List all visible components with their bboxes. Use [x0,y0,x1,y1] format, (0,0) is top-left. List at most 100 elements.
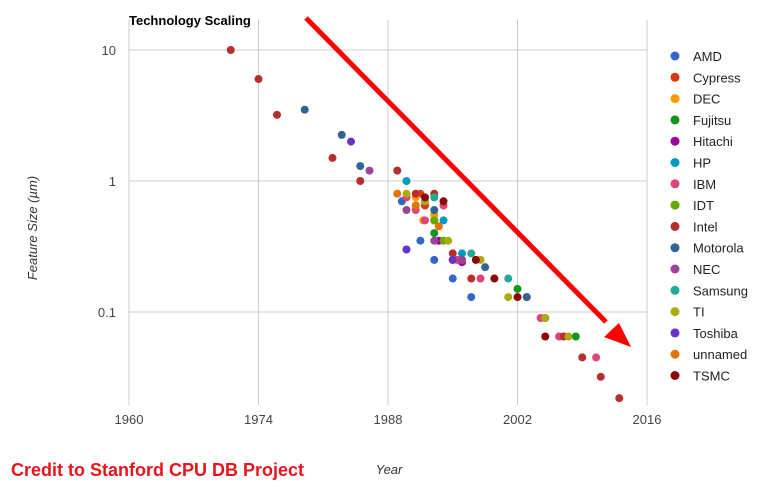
data-point-samsung [504,274,513,283]
legend-marker [670,264,680,274]
legend-marker [670,200,680,210]
trend-arrow [304,16,631,347]
legend-marker [670,349,680,359]
data-point-intel [328,153,337,162]
legend-marker [670,243,680,253]
data-point-motorola [481,263,490,272]
data-point-intel [615,394,624,403]
data-point-intel [393,166,402,175]
legend-label: HP [693,156,711,171]
chart-title: Technology Scaling [129,13,251,28]
legend-label: TSMC [693,369,730,384]
legend-marker [670,221,680,231]
legend-label: Fujitsu [693,113,731,128]
x-tick-label: 2002 [503,412,532,427]
legend-label: Toshiba [693,326,739,341]
legend-label: AMD [693,49,722,64]
legend-label: Motorola [693,241,744,256]
data-point-tsmc [513,293,522,302]
legend-marker [670,285,680,295]
data-point-ti [402,189,411,198]
legend-marker [670,136,680,146]
data-point-amd [467,293,476,302]
data-point-tsmc [471,255,480,264]
data-point-tsmc [541,332,550,341]
data-point-ti [504,293,513,302]
legend-marker [670,328,680,338]
data-point-motorola [522,293,531,302]
legend-label: TI [693,305,705,320]
arrow-head [604,323,631,347]
data-point-tsmc [421,193,429,202]
legend-label: unnamed [693,347,747,362]
data-point-hp [402,177,411,185]
data-point-hp [458,249,466,258]
data-point-intel [467,274,476,283]
data-point-unnamed [434,222,443,231]
arrow-shaft [304,16,608,324]
data-point-intel [448,249,457,258]
data-point-idt [430,216,439,225]
data-point-motorola [356,162,365,171]
y-tick-label: 0.1 [98,305,116,320]
legend-label: Samsung [693,283,748,298]
data-point-motorola [430,206,439,215]
data-point-fujitsu [571,332,580,341]
data-point-intel [226,46,235,54]
data-point-motorola [300,105,309,114]
legend-marker [670,179,680,189]
data-point-nec [430,236,439,245]
data-point-nec [402,206,411,215]
data-point-intel [273,110,281,119]
y-axis-label: Feature Size (µm) [25,176,40,280]
y-tick-label: 10 [102,43,116,58]
legend-label: Hitachi [693,134,733,149]
data-point-ibm [476,274,485,283]
data-point-samsung [430,193,439,202]
data-point-intel [254,75,263,84]
legend: AMD Cypress DEC Fujitsu Hitachi HP IBM IDT Intel… [670,49,748,384]
axes: 1960 1974 1988 2002 2016 10 1 0.1 [98,43,662,427]
x-tick-label: 2016 [633,412,662,427]
data-point-ibm [592,353,601,362]
legend-label: Intel [693,219,718,234]
legend-marker [670,158,680,167]
legend-marker [670,371,680,380]
data-point-intel [596,372,605,381]
legend-marker [670,307,680,317]
credit-text: Credit to Stanford CPU DB Project [11,460,305,480]
data-point-ti [444,236,453,245]
x-axis-label: Year [376,462,403,477]
data-point-amd [416,236,425,245]
legend-label: NEC [693,262,720,277]
data-point-toshiba [347,137,355,146]
data-point-tsmc [439,197,448,206]
data-point-amd [448,274,457,283]
data-point-intel [411,189,420,198]
data-point-ti [541,313,550,322]
data-point-toshiba [448,255,457,264]
data-point-ibm [421,216,429,225]
legend-marker [670,115,680,125]
legend-label: Cypress [693,70,741,85]
data-point-intel [356,177,365,185]
legend-marker [670,72,680,82]
data-point-amd [430,255,439,264]
x-tick-label: 1974 [244,412,273,427]
grid [128,20,648,405]
data-point-nec [365,166,374,175]
x-tick-label: 1960 [115,412,144,427]
data-point-unnamed [411,201,420,210]
data-point-intel [578,353,587,362]
data-point-unnamed [393,189,402,198]
data-point-toshiba [402,245,411,254]
data-point-fujitsu [513,284,522,293]
x-tick-label: 1988 [374,412,403,427]
data-point-tsmc [490,274,499,283]
data-point-samsung [467,249,476,258]
y-tick-label: 1 [109,174,116,189]
data-point-motorola [337,130,346,139]
legend-marker [670,94,680,104]
legend-label: IDT [693,198,714,213]
legend-label: IBM [693,177,716,192]
